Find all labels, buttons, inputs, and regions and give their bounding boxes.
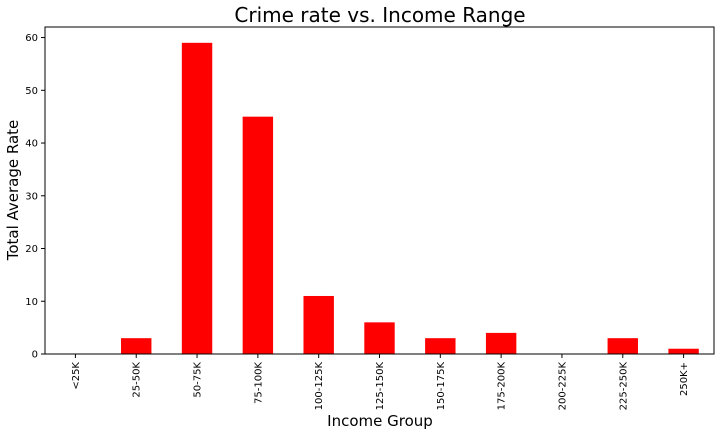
y-axis-title: Total Average Rate <box>4 120 22 262</box>
x-tick-label: 225-250K <box>618 362 629 411</box>
y-tick-label: 0 <box>32 350 38 361</box>
x-tick-label: 100-125K <box>314 362 325 411</box>
y-axis: 0 10 20 30 40 50 60 <box>25 33 45 361</box>
bar-8 <box>485 332 517 354</box>
x-tick-label: 75-100K <box>253 362 264 404</box>
x-axis-title: Income Group <box>327 412 433 430</box>
y-tick-label: 30 <box>25 191 38 202</box>
y-tick-label: 10 <box>25 297 38 308</box>
plot-frame <box>44 26 715 355</box>
x-tick-label: 250K+ <box>679 362 690 396</box>
bar-2 <box>121 338 152 354</box>
bar-10 <box>607 338 638 354</box>
bars-group <box>121 42 699 354</box>
x-tick-label: 175-200K <box>497 362 508 411</box>
y-tick-label: 20 <box>25 244 38 255</box>
x-tick-label: 125-150K <box>375 362 386 411</box>
bar-11 <box>668 348 699 354</box>
bar-3 <box>181 42 213 354</box>
x-tick-label: 25-50K <box>132 362 143 398</box>
y-tick-label: 50 <box>25 86 38 97</box>
x-tick-label: <25K <box>71 362 82 390</box>
bar-5 <box>303 295 334 354</box>
x-tick-label: 50-75K <box>193 362 204 398</box>
bar-7 <box>425 338 456 354</box>
bar-6 <box>364 322 395 354</box>
y-tick-label: 40 <box>25 139 38 150</box>
x-axis: <25K 25-50K 50-75K 75-100K 100-125K 125-150K 1… <box>71 354 690 410</box>
chart-title: Crime rate vs. Income Range <box>234 3 525 27</box>
y-tick-label: 60 <box>25 33 38 44</box>
bar-4 <box>242 116 274 354</box>
x-tick-label: 150-175K <box>436 362 447 411</box>
x-tick-label: 200-225K <box>557 362 568 411</box>
